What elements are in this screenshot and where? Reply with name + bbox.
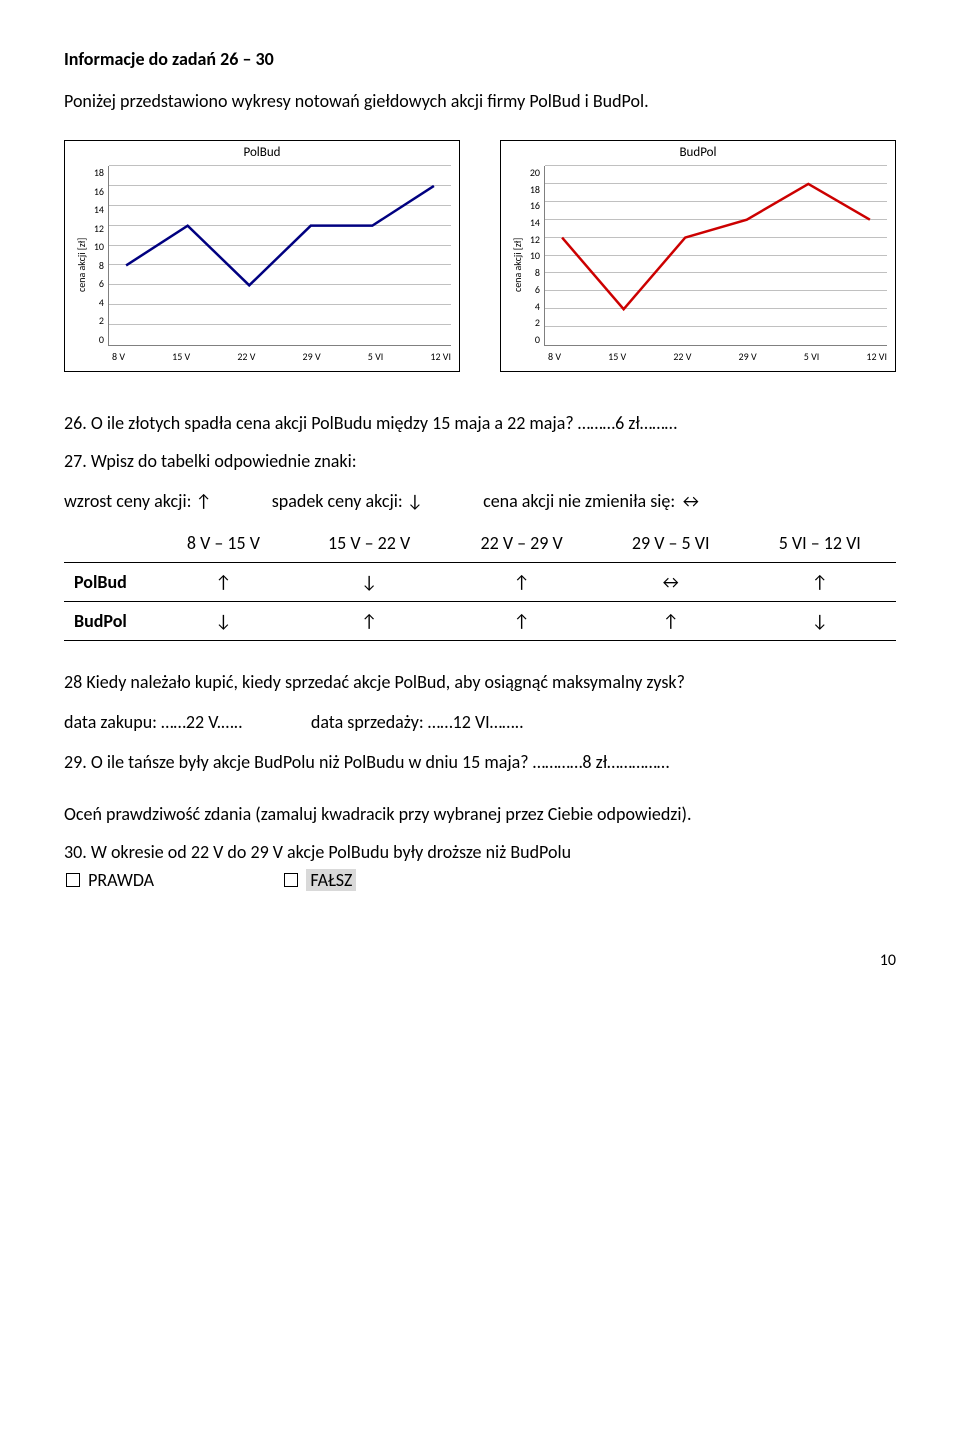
chart-budpol-ylabel: cena akcji [zł] <box>509 166 524 363</box>
table-header: 22 V – 29 V <box>445 524 598 563</box>
table-row: PolBud↑↓↑↔↑ <box>64 563 896 602</box>
q27-table: 8 V – 15 V15 V – 22 V22 V – 29 V29 V – 5… <box>64 524 896 641</box>
legend-up: wzrost ceny akcji: ↑ <box>64 490 212 512</box>
q27-text: 27. Wpisz do tabelki odpowiednie znaki: <box>64 450 896 472</box>
ytick: 10 <box>524 249 540 262</box>
truth-instruction: Oceń prawdziwość zdania (zamaluj kwadrac… <box>64 803 896 825</box>
xtick: 8 V <box>548 350 561 363</box>
q29-answer: …………8 zł…………… <box>533 751 670 773</box>
ytick: 8 <box>524 266 540 279</box>
section-title: Informacje do zadań 26 – 30 <box>64 48 896 70</box>
xtick: 22 V <box>237 350 255 363</box>
q30-text: 30. W okresie od 22 V do 29 V akcje PolB… <box>64 841 896 863</box>
arrow-cell: ↑ <box>598 602 744 641</box>
chart-polbud-title: PolBud <box>73 145 451 160</box>
q26-answer: ………6 zł……… <box>578 412 677 434</box>
charts-row: PolBud cena akcji [zł] 181614121086420 8… <box>64 140 896 372</box>
q27-legend: wzrost ceny akcji: ↑ spadek ceny akcji: … <box>64 490 896 512</box>
arrow-cell: ↓ <box>744 602 896 641</box>
chart-budpol-yticks: 20181614121086420 <box>524 166 544 346</box>
xtick: 8 V <box>112 350 125 363</box>
ytick: 2 <box>524 316 540 329</box>
table-header: 15 V – 22 V <box>293 524 446 563</box>
legend-down: spadek ceny akcji: ↓ <box>272 490 423 512</box>
q28-buy-answer: ……22 V.….. <box>161 711 243 733</box>
q30-false-checkbox[interactable] <box>284 873 298 887</box>
q28-sell-answer: ……12 VI…….. <box>428 711 524 733</box>
ytick: 4 <box>88 296 104 309</box>
chart-budpol-xticks: 8 V 15 V 22 V 29 V 5 VI 12 VI <box>548 350 887 363</box>
arrow-cell: ↑ <box>744 563 896 602</box>
row-label: BudPol <box>64 602 154 641</box>
ytick: 8 <box>88 259 104 272</box>
arrow-cell: ↔ <box>598 563 744 602</box>
xtick: 5 VI <box>368 350 384 363</box>
ytick: 18 <box>88 166 104 179</box>
ytick: 10 <box>88 240 104 253</box>
table-header: 8 V – 15 V <box>154 524 293 563</box>
xtick: 29 V <box>739 350 757 363</box>
ytick: 14 <box>88 203 104 216</box>
q28-buy-label: data zakupu: <box>64 711 161 733</box>
chart-polbud: PolBud cena akcji [zł] 18 16 14 12 10 8 6 4 2 0 8… <box>64 140 460 372</box>
xtick: 15 V <box>172 350 190 363</box>
arrow-cell: ↓ <box>154 602 293 641</box>
table-row: BudPol↓↑↑↑↓ <box>64 602 896 641</box>
row-label: PolBud <box>64 563 154 602</box>
xtick: 15 V <box>608 350 626 363</box>
xtick: 22 V <box>673 350 691 363</box>
xtick: 29 V <box>303 350 321 363</box>
arrow-cell: ↓ <box>293 563 446 602</box>
chart-polbud-xticks: 8 V 15 V 22 V 29 V 5 VI 12 VI <box>112 350 451 363</box>
chart-budpol-plot <box>544 166 887 346</box>
chart-budpol-title: BudPol <box>509 145 887 160</box>
ytick: 14 <box>524 216 540 229</box>
table-header: 29 V – 5 VI <box>598 524 744 563</box>
ytick: 4 <box>524 300 540 313</box>
ytick: 6 <box>88 277 104 290</box>
q26-text: 26. O ile złotych spadła cena akcji PolB… <box>64 412 574 434</box>
chart-polbud-ylabel: cena akcji [zł] <box>73 166 88 363</box>
table-header: 5 VI – 12 VI <box>744 524 896 563</box>
arrow-cell: ↑ <box>445 563 598 602</box>
xtick: 12 VI <box>866 350 887 363</box>
ytick: 6 <box>524 283 540 296</box>
ytick: 18 <box>524 183 540 196</box>
q30-false-label: FAŁSZ <box>306 869 356 891</box>
ytick: 16 <box>88 185 104 198</box>
q28-answers: data zakupu: ……22 V.….. data sprzedaży: … <box>64 711 896 733</box>
chart-polbud-yticks: 18 16 14 12 10 8 6 4 2 0 <box>88 166 108 346</box>
ytick: 2 <box>88 314 104 327</box>
q29: 29. O ile tańsze były akcje BudPolu niż … <box>64 751 896 773</box>
ytick: 12 <box>524 233 540 246</box>
page-number: 10 <box>64 951 896 970</box>
ytick: 20 <box>524 166 540 179</box>
ytick: 12 <box>88 222 104 235</box>
q26: 26. O ile złotych spadła cena akcji PolB… <box>64 412 896 434</box>
arrow-cell: ↑ <box>154 563 293 602</box>
ytick: 0 <box>88 333 104 346</box>
chart-polbud-plot <box>108 166 451 346</box>
ytick: 16 <box>524 199 540 212</box>
ytick: 0 <box>524 333 540 346</box>
q28-sell-label: data sprzedaży: <box>311 711 428 733</box>
intro-text: Poniżej przedstawiono wykresy notowań gi… <box>64 90 896 112</box>
q30-options: PRAWDA FAŁSZ <box>64 869 896 891</box>
arrow-cell: ↑ <box>293 602 446 641</box>
xtick: 5 VI <box>804 350 820 363</box>
chart-budpol: BudPol cena akcji [zł] 20181614121086420… <box>500 140 896 372</box>
xtick: 12 VI <box>430 350 451 363</box>
q30-true-label: PRAWDA <box>88 869 154 891</box>
arrow-cell: ↑ <box>445 602 598 641</box>
legend-same: cena akcji nie zmieniła się: ↔ <box>483 490 702 512</box>
q28-text: 28 Kiedy należało kupić, kiedy sprzedać … <box>64 671 896 693</box>
table-header <box>64 524 154 563</box>
q29-text: 29. O ile tańsze były akcje BudPolu niż … <box>64 751 529 773</box>
q30-true-checkbox[interactable] <box>66 873 80 887</box>
